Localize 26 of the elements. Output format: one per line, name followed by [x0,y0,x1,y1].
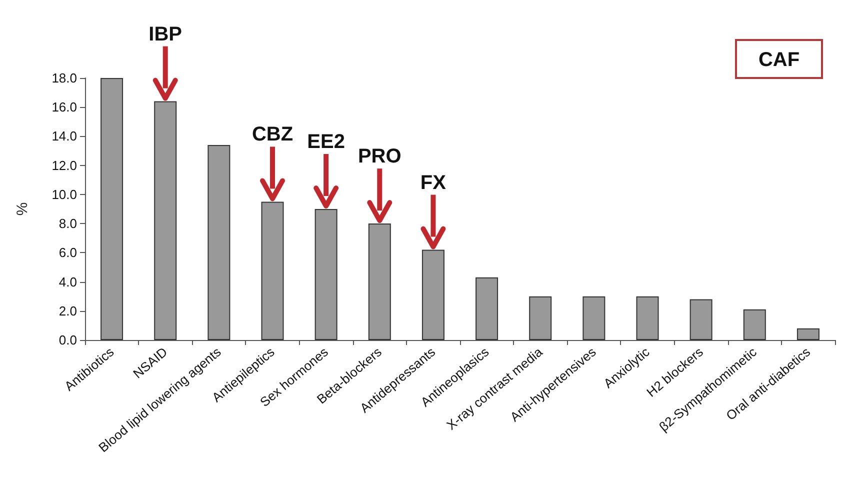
y-tick-label: 4.0 [58,274,77,290]
y-tick-label: 14.0 [52,128,77,144]
bar [582,296,606,340]
bar [690,299,712,340]
bar [100,78,124,340]
annotation: PRO [358,146,402,168]
y-tick-label: 10.0 [52,186,77,202]
y-tick-label: 6.0 [58,245,77,260]
bar [796,328,820,340]
y-tick-label: 8.0 [58,216,77,232]
bar [476,277,498,340]
annotation: EE2 [307,131,345,153]
y-axis-title: % [14,202,31,216]
text: CAF [758,49,800,71]
bar [636,296,659,340]
y-tick-label: 2.0 [58,303,77,318]
bar [529,296,552,340]
annotation: FX [420,172,447,194]
y-tick-label: 0.0 [58,332,77,348]
annotation: IBP [148,23,182,46]
y-tick-label: 12.0 [52,158,77,173]
y-tick-label: 16.0 [52,100,77,115]
bar [208,144,230,340]
bar [743,309,766,340]
y-tick-label: 18.0 [52,70,77,86]
annotation: CBZ [252,124,294,146]
